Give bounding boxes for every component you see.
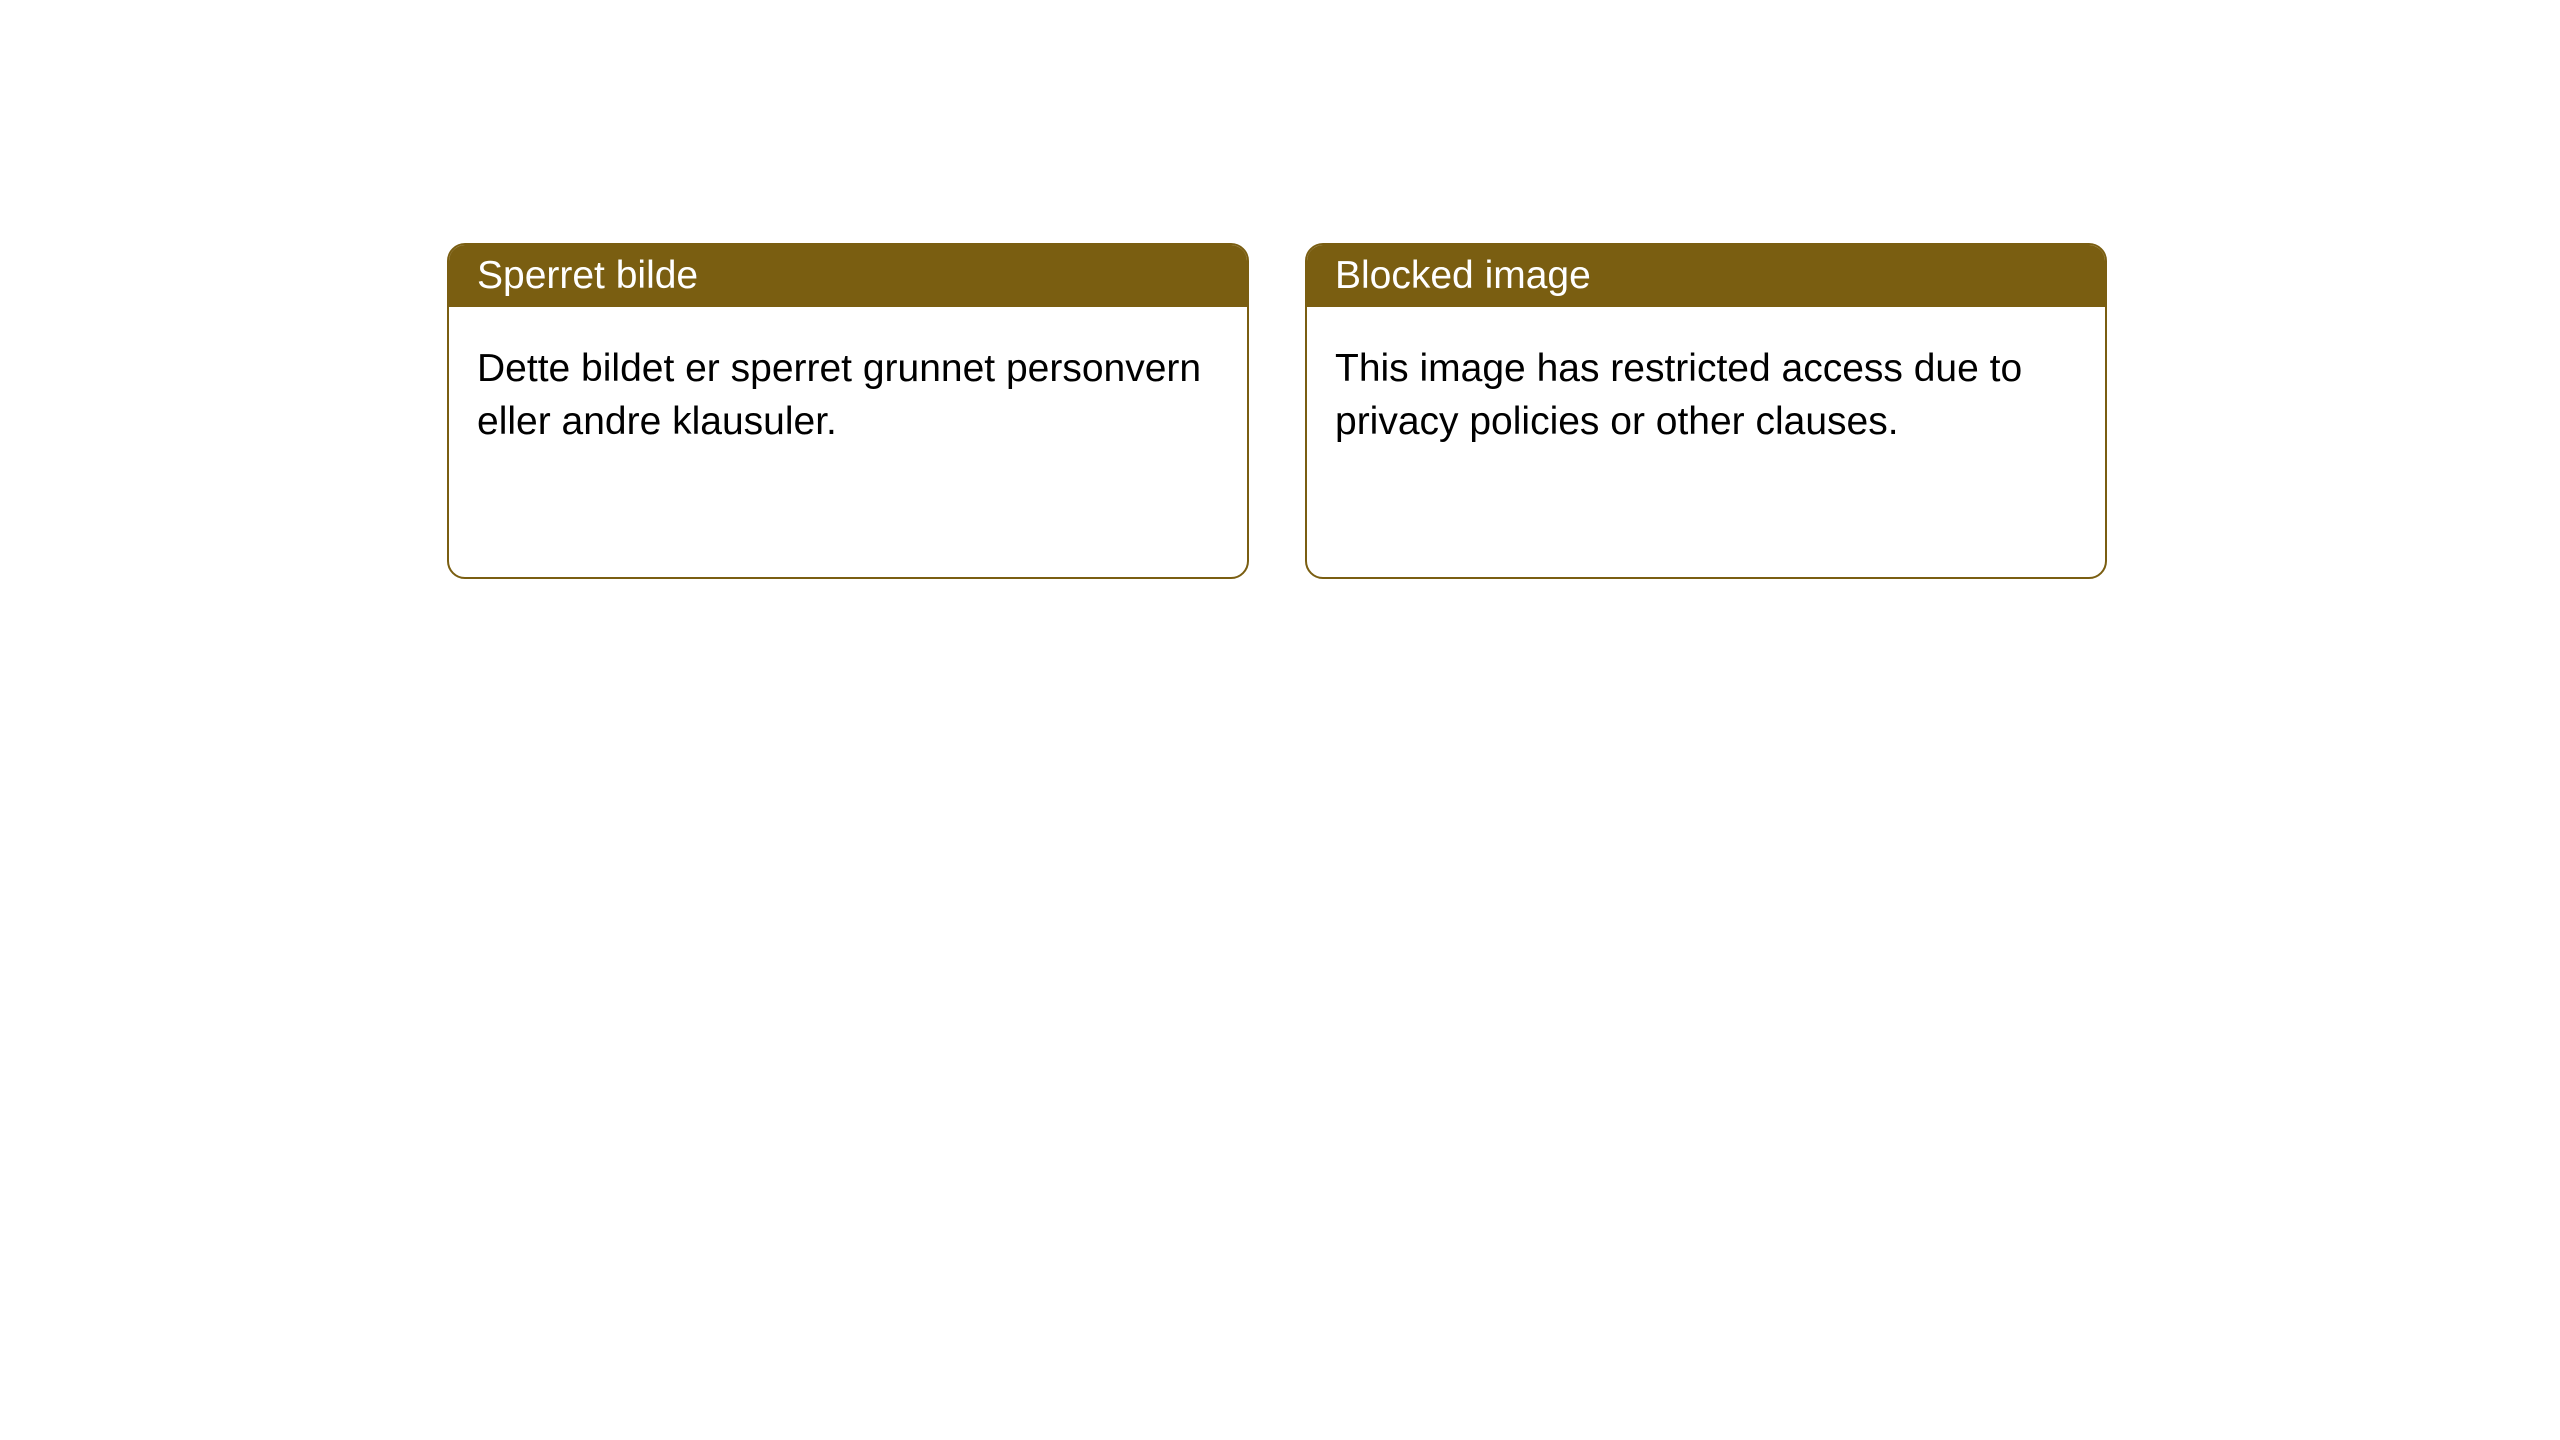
card-body-en: This image has restricted access due to … [1307,307,2105,484]
card-body-no: Dette bildet er sperret grunnet personve… [449,307,1247,484]
card-header-no: Sperret bilde [449,245,1247,307]
blocked-image-card-en: Blocked image This image has restricted … [1305,243,2107,579]
card-header-en: Blocked image [1307,245,2105,307]
notice-cards-row: Sperret bilde Dette bildet er sperret gr… [0,0,2560,579]
blocked-image-card-no: Sperret bilde Dette bildet er sperret gr… [447,243,1249,579]
